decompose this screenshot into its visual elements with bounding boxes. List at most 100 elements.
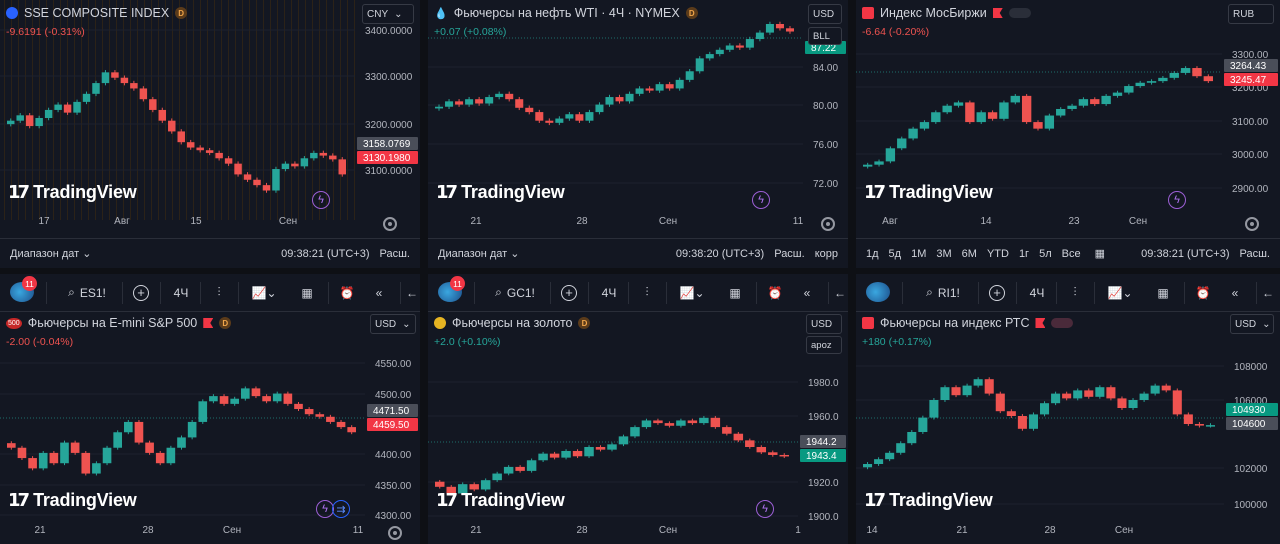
avatar[interactable] (866, 282, 890, 302)
symbol-title[interactable]: Фьючерсы на E-mini S&P 500 (27, 316, 198, 330)
date-range-button[interactable]: Диапазон дат ⌄ (10, 248, 92, 260)
candle (984, 379, 994, 394)
undo-icon[interactable]: ← (834, 285, 846, 300)
settings-icon[interactable] (383, 217, 397, 231)
add-compare-button[interactable]: + (984, 274, 1010, 311)
calendar-icon[interactable]: ▦ (1094, 248, 1105, 260)
range-button-5д[interactable]: 5д (888, 247, 902, 260)
flash-icon[interactable]: ϟ (1168, 191, 1186, 209)
currency-select[interactable]: USD ⌄ (1230, 314, 1274, 334)
alert-icon[interactable]: ⏰ (1195, 285, 1211, 300)
date-range-button[interactable]: Диапазон дат ⌄ (438, 248, 520, 260)
settings-icon[interactable] (821, 217, 835, 231)
candle (300, 158, 309, 167)
chart-panel-wti[interactable]: 84.00 80.00 76.00 72.00 21 28 Сен 11 87.22 💧 Фью… (428, 0, 848, 268)
add-compare-button[interactable]: + (128, 274, 154, 311)
layout-icon[interactable]: ▦ (729, 285, 741, 300)
currency-select[interactable]: USD (808, 4, 842, 24)
price-chart[interactable]: 108000 106000 102000 100000 14 21 28 Сен 104930 1… (856, 274, 1280, 544)
session-stripe (200, 0, 201, 220)
flash-icon[interactable]: ϟ (756, 500, 774, 518)
price-chart[interactable]: 4550.00 4500.00 4400.00 4350.00 4300.00 21 28 С… (0, 274, 420, 544)
alert-icon[interactable]: ⏰ (767, 285, 783, 300)
bar-style-icon[interactable]: ⫶ (217, 285, 221, 299)
adjust-toggle[interactable]: корр (814, 247, 838, 260)
symbol-search[interactable]: ⌕ RI1! (926, 285, 960, 300)
indicators-icon[interactable]: 📈⌄ (251, 285, 277, 300)
bar-style-icon[interactable]: ⫶ (645, 285, 649, 299)
interval-button[interactable]: 4Ч (173, 285, 189, 300)
replay-icon[interactable]: « (803, 285, 811, 300)
chart-panel-moex[interactable]: 3300.00 3200.00 3100.00 3000.00 2900.00 Авг 14… (856, 0, 1280, 268)
symbol-title[interactable]: Фьючерсы на нефть WTI · 4Ч · NYMEX (453, 6, 680, 20)
add-compare-button[interactable]: + (556, 274, 582, 311)
chart-panel-gold[interactable]: 11 ⌕ GC1! + 4Ч ⫶ 📈⌄ ▦ ⏰ « ← 1980.0 1960.0 1… (428, 274, 848, 544)
replay-icon[interactable]: « (375, 285, 383, 300)
price-chart[interactable]: 3300.00 3200.00 3100.00 3000.00 2900.00 Авг 14… (856, 0, 1280, 238)
range-button-3М[interactable]: 3М (936, 247, 952, 260)
symbol-title[interactable]: Фьючерсы на индекс РТС (880, 316, 1030, 330)
currency-select[interactable]: USD ⌄ (370, 314, 416, 334)
layout-icon[interactable]: ▦ (1157, 285, 1169, 300)
symbol-icon (862, 7, 874, 19)
range-button-1г[interactable]: 1г (1018, 247, 1030, 260)
currency-select[interactable]: USD (806, 314, 842, 334)
currency-select[interactable]: RUB (1228, 4, 1274, 24)
symbol-search[interactable]: ⌕ GC1! (495, 285, 535, 300)
symbol-title[interactable]: SSE COMPOSITE INDEX (24, 6, 170, 20)
clock-label[interactable]: 09:38:21 (UTC+3) (281, 247, 370, 260)
toggle-icon[interactable] (1008, 8, 1031, 18)
alert-icon[interactable]: ⏰ (339, 285, 355, 300)
symbol-search[interactable]: ⌕ ES1! (68, 285, 106, 300)
candle (675, 79, 684, 89)
flash-icon[interactable]: ϟ (312, 191, 330, 209)
candle (101, 72, 110, 84)
range-button-Все[interactable]: Все (1061, 247, 1081, 260)
chart-panel-es[interactable]: 11 ⌕ ES1! + 4Ч ⫶ 📈⌄ ▦ ⏰ « ← 4550.00 4500.0… (0, 274, 420, 544)
replay-icon[interactable]: « (1231, 285, 1239, 300)
extended-hours-toggle[interactable]: Расш. (1239, 247, 1270, 260)
candle (538, 453, 548, 461)
x-tick-label: 21 (470, 525, 482, 536)
range-button-1М[interactable]: 1М (911, 247, 927, 260)
candle (230, 398, 239, 404)
price-chart[interactable]: 3400.0000 3300.0000 3200.0000 3100.0000 17 Ав… (0, 0, 420, 238)
chart-panel-rts[interactable]: ⌕ RI1! + 4Ч ⫶ 📈⌄ ▦ ⏰ « ← 108000 106000 1020… (856, 274, 1280, 544)
extended-hours-toggle[interactable]: Расш. (774, 247, 805, 260)
settings-icon[interactable] (1245, 217, 1259, 231)
interval-button[interactable]: 4Ч (1029, 285, 1045, 300)
unit-select[interactable]: apoz (806, 336, 842, 354)
extended-hours-toggle[interactable]: Расш. (379, 247, 410, 260)
undo-icon[interactable]: ← (406, 285, 418, 300)
bar-style-icon[interactable]: ⫶ (1073, 285, 1077, 299)
candle (243, 174, 252, 180)
symbol-title[interactable]: Индекс МосБиржи (880, 6, 987, 20)
chart-panel-sse[interactable]: 3400.0000 3300.0000 3200.0000 3100.0000 17 Ав… (0, 0, 420, 268)
flash-icon[interactable]: ϟ (752, 191, 770, 209)
interval-button[interactable]: 4Ч (601, 285, 617, 300)
clock-label[interactable]: 09:38:20 (UTC+3) (675, 247, 765, 260)
layout-icon[interactable]: ▦ (301, 285, 313, 300)
clock-label[interactable]: 09:38:21 (UTC+3) (1141, 247, 1230, 260)
range-button-6М[interactable]: 6М (961, 247, 977, 260)
currency-select[interactable]: CNY ⌄ (362, 4, 414, 24)
candle (82, 93, 91, 102)
symbol-title[interactable]: Фьючерсы на золото (452, 316, 573, 330)
replay-flash-icon[interactable]: ⇉ (332, 500, 350, 518)
settings-icon[interactable] (388, 526, 402, 540)
session-stripe (256, 0, 257, 220)
indicators-icon[interactable]: 📈⌄ (1107, 285, 1133, 300)
candle (1051, 393, 1061, 404)
range-button-YTD[interactable]: YTD (986, 247, 1009, 260)
indicators-icon[interactable]: 📈⌄ (679, 285, 705, 300)
price-tag-label: 3158.0769 (363, 139, 411, 150)
undo-icon[interactable]: ← (1262, 285, 1274, 300)
range-button-1д[interactable]: 1д (866, 247, 879, 260)
price-chart[interactable]: 1980.0 1960.0 1920.0 1900.0 21 28 Сен 1 1944.2 19… (428, 274, 848, 544)
unit-select[interactable]: BLL (808, 27, 842, 45)
session-stripe (228, 0, 229, 220)
range-button-5л[interactable]: 5л (1039, 247, 1052, 260)
candle (549, 453, 560, 458)
toggle-icon[interactable] (1051, 318, 1074, 328)
candle (745, 440, 755, 447)
